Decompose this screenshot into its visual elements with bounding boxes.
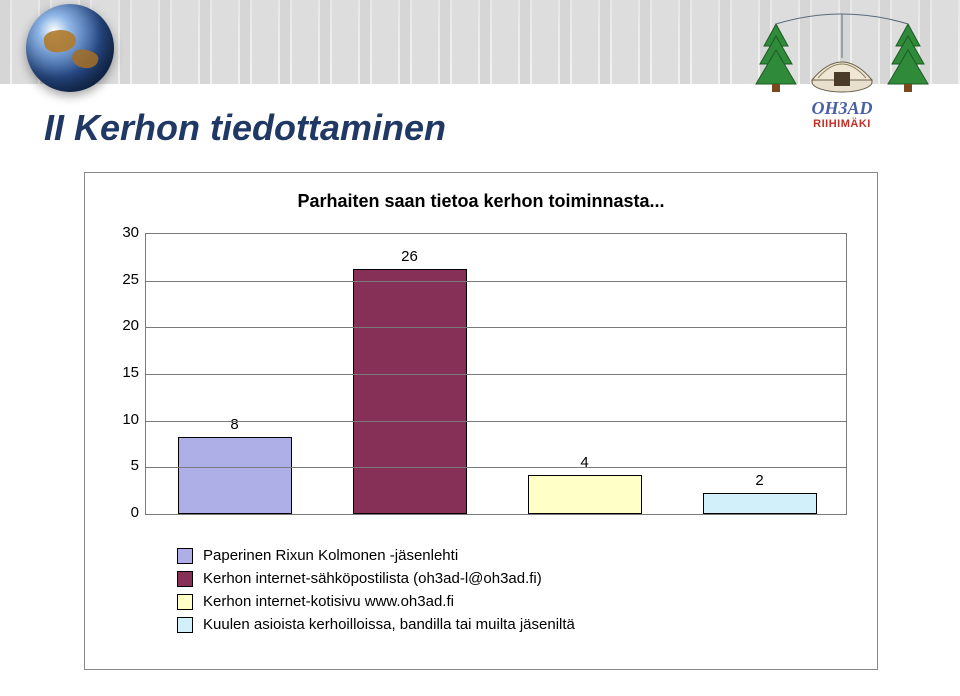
gridline <box>146 327 846 328</box>
bar-value-label: 8 <box>179 416 291 433</box>
y-tick-label: 20 <box>89 317 139 334</box>
y-tick-label: 10 <box>89 411 139 428</box>
chart-title: Parhaiten saan tietoa kerhon toiminnasta… <box>85 191 877 212</box>
globe-icon <box>26 4 114 92</box>
logo-subtitle: RIIHIMÄKI <box>748 119 936 130</box>
y-tick-label: 30 <box>89 224 139 241</box>
legend-label: Kuulen asioista kerhoilloissa, bandilla … <box>203 616 575 633</box>
page-title: II Kerhon tiedottaminen <box>44 108 446 148</box>
oh3ad-logo: OH3AD RIIHIMÄKI <box>748 6 936 118</box>
gridline <box>146 374 846 375</box>
logo-graphic <box>748 6 936 94</box>
bar: 8 <box>178 437 292 514</box>
logo-title: OH3AD <box>748 99 936 117</box>
bar-value-label: 26 <box>354 248 466 265</box>
bar-value-label: 2 <box>704 472 816 489</box>
legend-swatch <box>177 571 193 587</box>
bar: 2 <box>703 493 817 514</box>
legend-swatch <box>177 617 193 633</box>
legend-label: Kerhon internet-kotisivu www.oh3ad.fi <box>203 593 454 610</box>
legend-label: Paperinen Rixun Kolmonen -jäsenlehti <box>203 547 458 564</box>
legend-label: Kerhon internet-sähköpostilista (oh3ad-l… <box>203 570 542 587</box>
bar: 4 <box>528 475 642 514</box>
y-tick-label: 15 <box>89 364 139 381</box>
gridline <box>146 421 846 422</box>
y-tick-label: 0 <box>89 504 139 521</box>
legend-item: Kerhon internet-sähköpostilista (oh3ad-l… <box>177 570 817 587</box>
gridline <box>146 467 846 468</box>
y-tick-label: 5 <box>89 457 139 474</box>
legend: Paperinen Rixun Kolmonen -jäsenlehti Kerh… <box>177 541 817 639</box>
legend-swatch <box>177 548 193 564</box>
chart-plot-area: 8 26 4 2 <box>145 233 847 515</box>
y-tick-label: 25 <box>89 271 139 288</box>
gridline <box>146 281 846 282</box>
legend-swatch <box>177 594 193 610</box>
legend-item: Paperinen Rixun Kolmonen -jäsenlehti <box>177 547 817 564</box>
bar: 26 <box>353 269 467 514</box>
legend-item: Kuulen asioista kerhoilloissa, bandilla … <box>177 616 817 633</box>
legend-item: Kerhon internet-kotisivu www.oh3ad.fi <box>177 593 817 610</box>
page: OH3AD RIIHIMÄKI II Kerhon tiedottaminen … <box>0 0 960 696</box>
chart-panel: Parhaiten saan tietoa kerhon toiminnasta… <box>84 172 878 670</box>
